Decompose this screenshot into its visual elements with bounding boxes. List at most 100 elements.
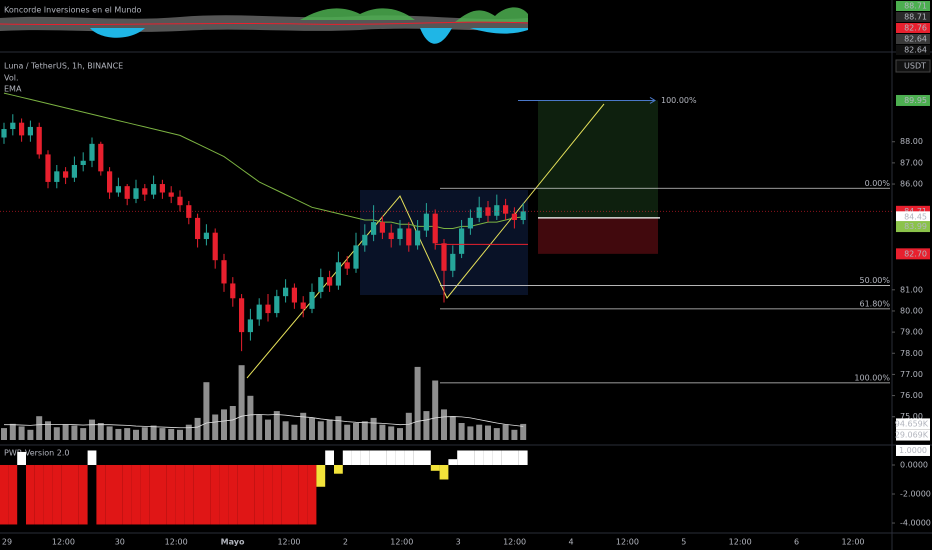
pwr-bar [105, 464, 114, 525]
pwr-bar [474, 450, 484, 465]
candle-body [168, 192, 174, 197]
volume-bar [159, 428, 166, 440]
x-tick-label: 12:00 [841, 538, 864, 547]
koncorde-blue [90, 28, 528, 44]
pwr-bar [439, 464, 449, 480]
volume-bar [89, 419, 95, 440]
koncorde-axis-box [896, 34, 930, 44]
currency: USDT [904, 62, 926, 71]
volume-bar [203, 382, 210, 440]
candle-body [89, 143, 95, 161]
candle-body [300, 302, 306, 309]
volume-bar [423, 411, 430, 440]
volume-bar [432, 380, 439, 440]
candle-body [371, 222, 377, 235]
candle-body [344, 262, 350, 269]
koncorde-axis-box [896, 12, 930, 22]
pwr-bar [8, 464, 18, 525]
pwr-bar [457, 450, 466, 465]
volume-bar [168, 428, 175, 440]
volume-bar [309, 417, 315, 440]
volume-bar [485, 425, 491, 440]
candle-body [247, 319, 253, 333]
pwr-bar [386, 450, 396, 465]
candle-body [379, 222, 385, 233]
x-tick-label: 12:00 [277, 538, 300, 547]
x-tick-label: 12:00 [729, 538, 752, 547]
volume-bar [370, 417, 377, 440]
volume-bar [185, 424, 192, 440]
pwr-bar [17, 451, 26, 465]
candle-body [256, 304, 262, 320]
koncorde-axis-label: 82.64 [904, 35, 927, 44]
pwr-bar [369, 450, 378, 465]
pwr-bar [149, 464, 158, 525]
symbol-title: Luna / TetherUS, 1h, BINANCE [4, 62, 123, 71]
volume-bar [97, 423, 104, 440]
volume-bar [124, 428, 131, 440]
volume-bar [265, 419, 271, 440]
volume-bar [493, 428, 500, 440]
x-tick-label: 29 [2, 538, 12, 547]
pwr-bar [483, 450, 493, 465]
pwr-bar [325, 450, 334, 465]
pwr-bar [219, 464, 229, 525]
x-tick-label: 5 [681, 538, 686, 547]
volume-bar [150, 425, 157, 440]
volume-bar [476, 424, 483, 440]
volume-bar [45, 421, 51, 440]
x-tick-label: 12:00 [616, 538, 639, 547]
volume-bar [414, 366, 421, 440]
x-tick-label: 4 [568, 538, 573, 547]
pwr-bar [334, 464, 343, 474]
candle-body [265, 304, 271, 314]
pwr-bar [316, 464, 326, 487]
price-box-label: 84.45 [904, 212, 927, 221]
x-tick-label: 12:00 [503, 538, 526, 547]
candle-body [467, 217, 473, 229]
price-box-label: 83.99 [904, 222, 927, 231]
koncorde-green [455, 7, 528, 22]
candle-body [19, 122, 25, 136]
volume-bar [449, 416, 456, 440]
candle-body [230, 283, 236, 299]
candle-body [520, 211, 526, 220]
candle-body [10, 122, 16, 130]
candle-body [36, 126, 42, 155]
pwr-bar [87, 450, 97, 465]
volume-bar [273, 411, 280, 440]
pwr-bar [395, 450, 405, 465]
pwr-bar [0, 464, 9, 525]
pwr-bar [404, 450, 414, 465]
candle-body [80, 160, 86, 165]
y-tick-label: 88.00 [900, 137, 923, 146]
volume-bar [18, 426, 25, 440]
volume-bar [247, 395, 254, 440]
candle-body [362, 234, 368, 246]
price-box [896, 211, 930, 223]
candle-body [115, 186, 121, 193]
volume-bar [511, 429, 518, 440]
volume-bar [335, 416, 342, 440]
candle-body [353, 245, 359, 269]
candle-body [503, 205, 509, 214]
currency-box [895, 59, 931, 73]
x-tick-label: 2 [343, 538, 348, 547]
koncorde-axis-label: 82.76 [904, 24, 927, 33]
pwr-bar [43, 464, 53, 525]
volume-box-label: 29.069K [895, 431, 929, 440]
pwr-bar [501, 450, 510, 465]
pwr-bar [518, 450, 528, 465]
candle-body [195, 217, 201, 240]
volume-bar [212, 414, 219, 440]
pwr-tick-label: 0.0000 [900, 460, 928, 469]
candle-body [133, 188, 139, 199]
pwr-bar [281, 464, 290, 525]
volume-bar [229, 406, 236, 440]
candle-body [203, 232, 209, 240]
pwr-bar [254, 464, 264, 525]
x-tick-label: 6 [794, 538, 799, 547]
pwr-bar [263, 464, 273, 525]
x-tick-label: 12:00 [52, 538, 75, 547]
